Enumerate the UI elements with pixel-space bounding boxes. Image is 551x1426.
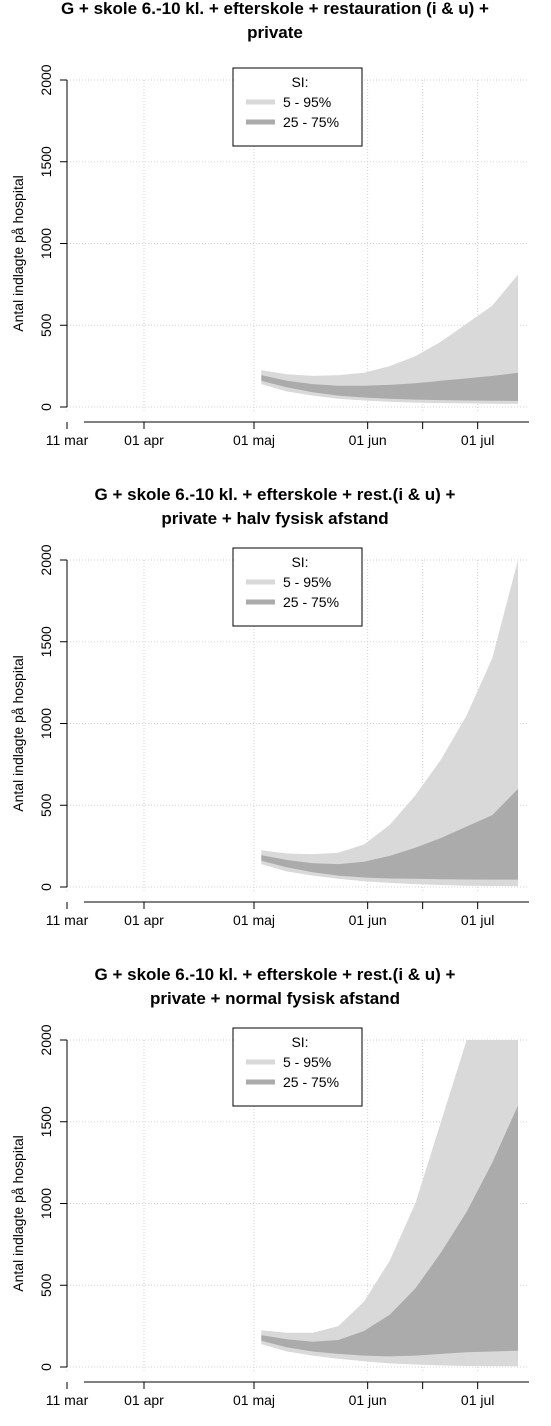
x-tick-label: 01 jul	[461, 432, 494, 448]
chart-panel-2: G + skole 6.-10 kl. + efterskole + rest.…	[10, 485, 529, 928]
x-tick-label: 01 jun	[349, 912, 387, 928]
y-tick-label: 1000	[38, 1188, 54, 1219]
y-tick-label: 0	[38, 1363, 54, 1371]
legend-box	[232, 547, 363, 627]
x-tick-label: 01 apr	[124, 1392, 164, 1408]
y-axis-label: Antal indlagte på hospital	[10, 655, 26, 811]
chart-title-line-1: G + skole 6.-10 kl. + efterskole + rest.…	[95, 485, 456, 504]
y-tick-label: 1500	[38, 626, 54, 657]
y-tick-label: 1000	[38, 228, 54, 259]
chart-title-line-1: G + skole 6.-10 kl. + efterskole + rest.…	[95, 965, 456, 984]
x-tick-label: 11 mar	[46, 1392, 89, 1408]
y-tick-label: 2000	[38, 544, 54, 575]
chart-title-line-2: private + halv fysisk afstand	[161, 509, 388, 528]
legend-entry-label: 25 - 75%	[283, 594, 339, 610]
y-tick-label: 1500	[38, 146, 54, 177]
legend-entry-label: 5 - 95%	[283, 1054, 331, 1070]
y-tick-label: 1000	[38, 708, 54, 739]
x-tick-label: 01 apr	[124, 912, 164, 928]
band-si-25-75	[261, 372, 518, 401]
band-si-5-95	[261, 274, 518, 404]
x-tick-label: 11 mar	[46, 912, 89, 928]
chart-title-line-2: private + normal fysisk afstand	[150, 989, 400, 1008]
legend: SI: 5 - 95% 25 - 75%	[232, 1027, 363, 1107]
x-tick-label: 01 maj	[233, 1392, 275, 1408]
legend-entry-label: 25 - 75%	[283, 1074, 339, 1090]
y-tick-label: 0	[38, 403, 54, 411]
chart-panel-3: G + skole 6.-10 kl. + efterskole + rest.…	[10, 965, 529, 1408]
legend-box	[232, 1027, 363, 1107]
band-si-25-75	[261, 788, 518, 880]
y-tick-label: 500	[38, 1273, 54, 1297]
y-tick-label: 0	[38, 883, 54, 891]
legend-title: SI:	[291, 74, 308, 90]
legend-title: SI:	[291, 1034, 308, 1050]
x-tick-label: 01 jun	[349, 1392, 387, 1408]
x-tick-label: 01 maj	[233, 912, 275, 928]
y-axis-label: Antal indlagte på hospital	[10, 175, 26, 331]
legend-box	[232, 67, 363, 147]
chart-title-line-1: G + skole 6.-10 kl. + efterskole + resta…	[61, 0, 489, 18]
y-tick-label: 2000	[38, 64, 54, 95]
legend: SI: 5 - 95% 25 - 75%	[232, 67, 363, 147]
band-si-5-95	[261, 560, 518, 887]
x-tick-label: 11 mar	[46, 432, 89, 448]
x-tick-label: 01 jun	[349, 432, 387, 448]
chart-title-line-2: private	[247, 23, 303, 42]
legend-entry-label: 25 - 75%	[283, 114, 339, 130]
legend: SI: 5 - 95% 25 - 75%	[232, 547, 363, 627]
y-tick-label: 500	[38, 793, 54, 817]
y-tick-label: 2000	[38, 1024, 54, 1055]
y-axis-label: Antal indlagte på hospital	[10, 1135, 26, 1291]
y-tick-label: 500	[38, 313, 54, 337]
legend-entry-label: 5 - 95%	[283, 94, 331, 110]
y-tick-label: 1500	[38, 1106, 54, 1137]
chart-panel-1: G + skole 6.-10 kl. + efterskole + resta…	[10, 0, 529, 448]
x-tick-label: 01 maj	[233, 432, 275, 448]
x-tick-label: 01 jul	[461, 1392, 494, 1408]
legend-entry-label: 5 - 95%	[283, 574, 331, 590]
x-tick-label: 01 apr	[124, 432, 164, 448]
x-tick-label: 01 jul	[461, 912, 494, 928]
band-si-25-75	[261, 1105, 518, 1357]
legend-title: SI:	[291, 554, 308, 570]
